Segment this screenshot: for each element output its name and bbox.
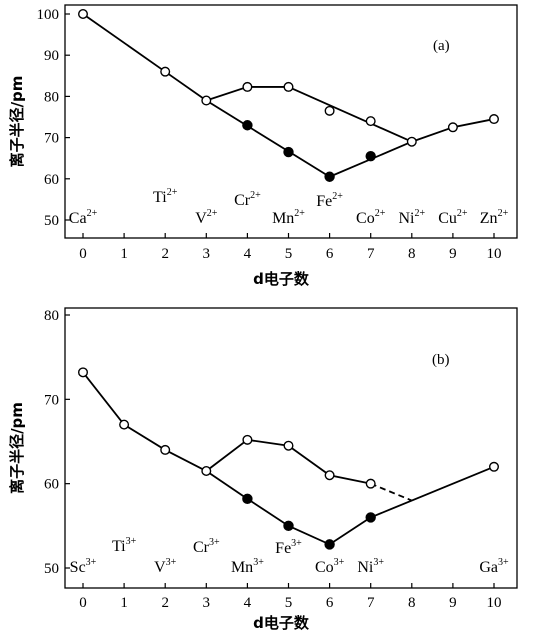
x-tick-label: 0 — [79, 595, 87, 611]
x-tick-label: 6 — [326, 595, 334, 611]
y-tick-label: 100 — [37, 7, 60, 23]
y-axis-label: 离子半径/pm — [8, 402, 26, 494]
y-axis-label: 离子半径/pm — [8, 76, 26, 168]
x-tick-label: 6 — [326, 246, 334, 262]
x-tick-label: 3 — [203, 246, 211, 262]
plot-frame — [64, 4, 518, 239]
ion-label-v: V2+ — [195, 208, 218, 227]
data-point-open — [201, 95, 212, 106]
data-point-open — [242, 81, 253, 92]
data-point-open — [242, 434, 253, 445]
data-point-open — [283, 440, 294, 451]
data-point-open — [365, 478, 376, 489]
ion-label-mn: Mn3+ — [231, 557, 264, 576]
y-tick-label: 60 — [44, 172, 59, 188]
ion-label-co: Co3+ — [315, 557, 345, 576]
data-point-filled — [324, 539, 335, 550]
ion-label-ni: Ni2+ — [398, 208, 425, 227]
chart-panel-2: 0 1 2 3 4 5 6 7 8 9 10 50 60 70 80 d电子数 离子半径/pm (b) Sc3+ Ti… — [8, 307, 518, 632]
x-tick-label: 10 — [487, 595, 502, 611]
x-tick-label: 3 — [203, 595, 211, 611]
x-tick-label: 8 — [408, 595, 416, 611]
x-tick-label: 2 — [161, 595, 169, 611]
x-tick-label: 5 — [285, 595, 293, 611]
x-tick-label: 4 — [244, 595, 252, 611]
x-tick-label: 1 — [120, 246, 128, 262]
x-tick-label: 1 — [120, 595, 128, 611]
ion-label-zn: Zn2+ — [480, 208, 509, 227]
ion-label-sc: Sc3+ — [70, 557, 97, 576]
ion-label-ti: Ti3+ — [112, 536, 137, 555]
ion-label-cr: Cr2+ — [234, 190, 261, 209]
data-point-open — [447, 122, 458, 133]
ion-label-ga: Ga3+ — [479, 557, 509, 576]
series-line — [82, 371, 371, 485]
data-point-filled — [242, 493, 253, 505]
data-point-open — [160, 444, 171, 455]
ion-label-ni: Ni3+ — [357, 557, 384, 576]
chart-panel-1: 0 1 2 3 4 5 6 7 8 9 10 50 60 70 80 90 100 d电子数 离子半径/pm (a) C… — [8, 4, 518, 288]
x-tick-label: 10 — [487, 246, 502, 262]
y-tick-label: 50 — [44, 213, 59, 229]
plot-frame — [64, 307, 518, 589]
panel-label: (b) — [432, 352, 450, 368]
data-point-filled — [242, 120, 253, 131]
data-point-open — [77, 8, 88, 20]
series-line — [82, 13, 289, 102]
y-tick-label: 70 — [44, 392, 59, 408]
data-point-filled — [283, 520, 294, 532]
data-point-open — [283, 81, 294, 92]
ion-label-fe: Fe3+ — [275, 538, 302, 557]
data-point-filled — [283, 146, 294, 158]
data-point-open — [201, 466, 212, 477]
y-tick-label: 60 — [44, 477, 59, 493]
y-tick-label: 70 — [44, 131, 59, 147]
x-tick-label: 5 — [285, 246, 293, 262]
x-tick-label: 9 — [449, 595, 457, 611]
ion-label-co: Co2+ — [356, 208, 386, 227]
data-point-open — [119, 419, 130, 430]
y-tick-label: 90 — [44, 48, 59, 64]
y-tick-label: 80 — [44, 308, 59, 324]
x-tick-label: 7 — [367, 246, 375, 262]
x-tick-label: 9 — [449, 246, 457, 262]
data-point-open — [489, 461, 500, 472]
x-tick-label: 8 — [408, 246, 416, 262]
data-point-open — [324, 470, 335, 481]
data-point-filled — [365, 512, 376, 523]
connector-line — [205, 470, 248, 500]
panel-label: (a) — [433, 38, 450, 54]
data-point-filled — [365, 150, 376, 162]
x-axis-label: d电子数 — [253, 614, 310, 632]
data-point-filled — [324, 171, 335, 182]
ion-label-v: V3+ — [154, 557, 177, 576]
ion-label-cr: Cr3+ — [193, 537, 220, 556]
data-point-open — [160, 66, 171, 77]
connector-line — [205, 99, 331, 178]
data-point-open — [489, 114, 500, 125]
y-tick-label: 80 — [44, 89, 59, 105]
x-tick-label: 4 — [244, 246, 252, 262]
ion-label-mn: Mn2+ — [272, 208, 305, 227]
data-point-open — [77, 367, 88, 378]
data-point-open — [365, 116, 376, 127]
x-tick-label: 0 — [79, 246, 87, 262]
x-tick-label: 2 — [161, 246, 169, 262]
x-axis-label: d电子数 — [253, 270, 310, 288]
x-tick-label: 7 — [367, 595, 375, 611]
connector-line — [288, 86, 413, 143]
ion-label-cu: Cu2+ — [438, 208, 468, 227]
ion-label-ca: Ca2+ — [69, 208, 98, 227]
data-point-open — [406, 136, 417, 147]
ion-label-ti: Ti2+ — [153, 187, 178, 206]
series-line — [246, 498, 372, 546]
connector-line — [370, 482, 413, 502]
connector-line — [370, 465, 495, 519]
data-point-open — [324, 105, 335, 116]
ion-label-fe: Fe2+ — [316, 191, 343, 210]
y-tick-label: 50 — [44, 561, 59, 577]
